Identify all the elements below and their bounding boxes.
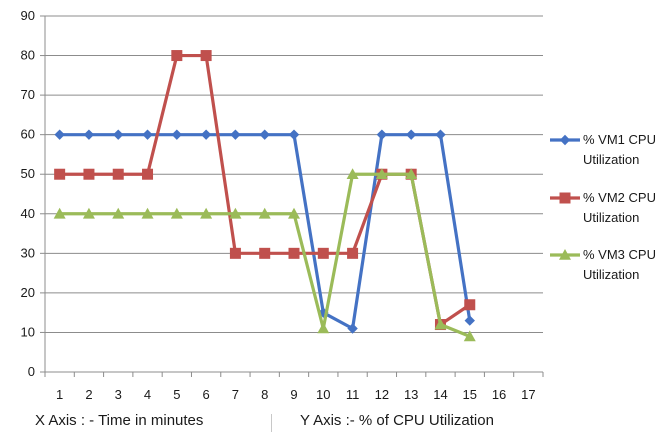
x-tick-label-10: 10 [316, 387, 330, 402]
y-tick-label-60: 60 [21, 127, 35, 142]
data-point-vm1-x7 [230, 129, 241, 140]
legend-item-vm1: % VM1 CPU Utilization [550, 132, 656, 167]
y-tick-label-10: 10 [21, 324, 35, 339]
data-point-vm1-x11 [347, 323, 358, 334]
legend-item-vm2: % VM2 CPU Utilization [550, 190, 656, 225]
series-vm3 [53, 168, 476, 342]
y-tick-labels: 0 10 20 30 40 50 60 70 80 90 [21, 8, 35, 379]
legend-label-vm1-line1: % VM1 CPU [583, 132, 656, 147]
data-point-vm2-x10 [317, 247, 329, 259]
legend-item-vm3: % VM3 CPU Utilization [550, 247, 656, 282]
data-point-vm1-x14 [435, 129, 446, 140]
y-tick-label-30: 30 [21, 245, 35, 260]
data-point-vm2-x1 [54, 168, 66, 180]
legend-label-vm3-line2: Utilization [583, 267, 639, 282]
data-point-vm3-x9 [288, 207, 300, 219]
x-tick-label-11: 11 [346, 387, 360, 402]
data-point-vm1-x8 [259, 129, 270, 140]
data-point-vm1-x9 [288, 129, 300, 140]
x-tick-label-6: 6 [203, 387, 210, 402]
legend: % VM1 CPU Utilization % VM2 CPU Utilization… [550, 132, 656, 282]
x-tick-label-13: 13 [404, 387, 418, 402]
data-point-vm3-x13 [405, 168, 418, 180]
y-tick-label-40: 40 [21, 206, 35, 221]
series-vm2 [54, 50, 476, 331]
legend-label-vm2-line1: % VM2 CPU [583, 190, 656, 205]
data-point-vm1-x13 [405, 129, 417, 140]
x-axis-caption: X Axis : - Time in minutes [35, 412, 204, 429]
data-point-vm2-x5 [171, 50, 183, 62]
data-point-vm3-x5 [170, 207, 183, 219]
legend-label-vm1-line2: Utilization [583, 152, 639, 167]
y-tick-label-80: 80 [21, 48, 35, 63]
data-point-vm1-x2 [83, 129, 95, 140]
x-tick-label-16: 16 [492, 387, 506, 402]
data-point-vm3-x7 [229, 207, 242, 219]
data-point-vm1-x5 [171, 129, 183, 140]
data-point-vm2-x2 [83, 168, 95, 180]
x-tick-label-3: 3 [115, 387, 122, 402]
x-tick-label-8: 8 [261, 387, 268, 402]
data-point-vm3-x11 [346, 168, 359, 180]
data-point-vm2-x9 [288, 247, 300, 259]
legend-label-vm2-line2: Utilization [583, 210, 639, 225]
series-line-vm2 [59, 53, 471, 327]
data-point-vm3-x4 [141, 207, 154, 219]
y-tick-label-20: 20 [21, 285, 35, 300]
data-point-vm3-x6 [200, 207, 213, 219]
legend-label-vm3-line1: % VM3 CPU [583, 247, 656, 262]
x-tick-label-1: 1 [56, 387, 63, 402]
data-point-vm2-x6 [200, 50, 212, 62]
data-point-vm3-x14 [434, 318, 447, 330]
data-point-vm1-x12 [376, 129, 388, 140]
x-tick-label-5: 5 [173, 387, 180, 402]
legend-marker-vm3 [559, 249, 571, 260]
data-point-vm2-x15 [464, 299, 476, 311]
data-point-vm2-x8 [259, 247, 271, 259]
caption-separator [271, 414, 272, 432]
data-point-vm2-x11 [347, 247, 359, 259]
data-point-vm3-x10 [317, 322, 330, 334]
series-line-vm1 [59, 133, 472, 331]
data-point-vm3-x12 [375, 168, 388, 180]
data-point-vm3-x2 [82, 207, 95, 219]
data-point-vm1-x3 [113, 129, 124, 140]
series-vm1 [54, 129, 475, 334]
y-axis-caption: Y Axis :- % of CPU Utilization [300, 412, 494, 429]
data-point-vm3-x15 [463, 330, 476, 342]
data-point-vm2-x4 [142, 168, 154, 180]
data-point-vm1-x6 [200, 129, 212, 140]
x-tick-label-15: 15 [463, 387, 477, 402]
y-tick-label-50: 50 [21, 166, 35, 181]
data-point-vm1-x4 [142, 129, 153, 140]
y-tick-label-70: 70 [21, 87, 35, 102]
x-tick-label-2: 2 [85, 387, 92, 402]
x-tick-labels: 1 2 3 4 5 6 7 8 9 10 11 12 13 14 15 16 17 [56, 387, 536, 402]
data-point-vm3-x1 [53, 207, 66, 219]
x-tick-label-4: 4 [144, 387, 151, 402]
data-point-vm3-x8 [258, 207, 271, 219]
x-tick-label-17: 17 [521, 387, 535, 402]
x-tick-label-9: 9 [290, 387, 297, 402]
x-tick-label-7: 7 [232, 387, 239, 402]
y-tick-label-90: 90 [21, 8, 35, 23]
x-tick-label-14: 14 [433, 387, 447, 402]
data-point-vm2-x3 [112, 168, 124, 180]
series-group [53, 50, 476, 342]
data-point-vm3-x3 [112, 207, 125, 219]
legend-marker-vm2 [559, 192, 571, 204]
axes [40, 15, 544, 377]
x-tick-label-12: 12 [375, 387, 389, 402]
legend-marker-vm1 [559, 134, 571, 146]
data-point-vm1-x15 [464, 315, 475, 326]
y-tick-label-0: 0 [28, 364, 35, 379]
data-point-vm1-x1 [54, 129, 65, 140]
data-point-vm2-x7 [229, 247, 241, 259]
